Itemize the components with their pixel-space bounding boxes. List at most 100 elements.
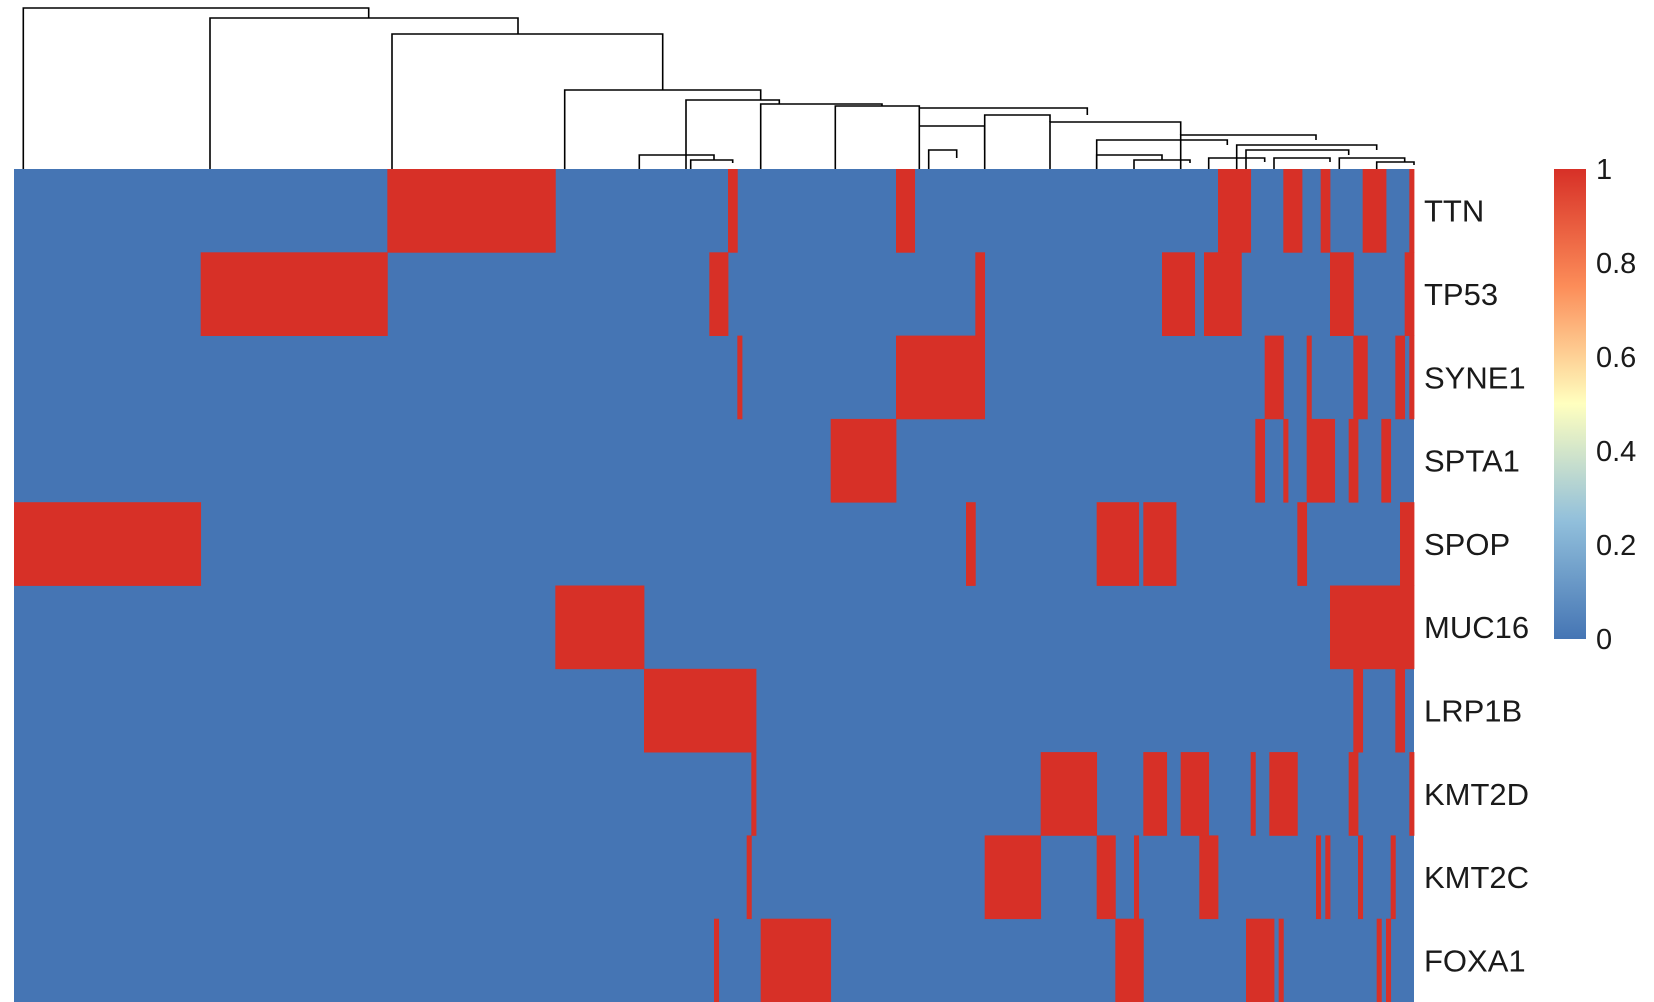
row-label: MUC16 [1424,610,1529,645]
row-label: LRP1B [1424,693,1522,728]
heatmap-cell-mutated [1143,752,1168,836]
row-label: KMT2C [1424,860,1529,895]
heatmap-cell-mutated [1395,668,1406,753]
heatmap-cell-mutated [1409,752,1415,836]
heatmap-cell-mutated [1250,752,1256,836]
heatmap-cell-mutated [1180,752,1210,836]
heatmap-cell-mutated [1218,169,1252,253]
heatmap-cell-mutated [1330,252,1354,336]
heatmap-cell-mutated [1040,752,1098,836]
heatmap-cell-mutated [1353,668,1364,753]
heatmap-cell-mutated [1320,169,1331,253]
heatmap-cell-mutated [709,252,729,336]
heatmap-cell-mutated [14,502,202,586]
dendrogram-link [1235,144,1378,169]
dendrogram-link [391,33,664,169]
dendrogram-link [563,89,762,169]
legend-tick-label: 0.4 [1596,436,1636,468]
heatmap-cell-mutated [1283,418,1289,503]
dendrogram-link [1245,149,1350,169]
heatmap-cell-mutated [1330,585,1415,670]
legend-tick-label: 0.6 [1596,342,1636,374]
row-label: SPTA1 [1424,444,1520,479]
legend-tick-label: 1 [1596,154,1612,186]
heatmap-cell-mutated [1096,502,1140,586]
heatmap-cell-mutated [1381,418,1392,503]
heatmap-cell-mutated [1409,169,1415,253]
dendrogram-link [1375,161,1415,169]
heatmap-cell-mutated [1269,752,1298,836]
dendrogram-link [1338,157,1406,169]
legend-tick-label: 0.2 [1596,530,1636,562]
row-label: SYNE1 [1424,360,1526,395]
heatmap-cell-mutated [714,918,720,1002]
heatmap-cell-mutated [1278,918,1284,1002]
heatmap-cell-mutated [1264,335,1284,420]
dendrogram-link [927,149,958,169]
heatmap-cell-mutated [200,252,388,336]
heatmap-cell-mutated [1348,752,1359,836]
heatmap-cell-mutated [1204,252,1242,336]
row-label: SPOP [1424,527,1510,562]
heatmap-cell-mutated [966,502,976,586]
heatmap-cell-mutated [1255,418,1266,503]
row-label: TTN [1424,194,1484,229]
dendrogram-link [689,159,734,169]
heatmap-cell-mutated [1316,835,1322,920]
heatmap-cell-mutated [1143,502,1177,586]
dendrogram-link [638,154,715,169]
heatmap-cell-mutated [1306,335,1312,420]
row-label: KMT2D [1424,777,1529,812]
column-dendrogram [22,7,1415,169]
heatmap-cell-mutated [1096,835,1116,920]
heatmap-cell-mutated [1325,835,1331,920]
heatmap-cells [14,169,1415,1002]
heatmap-cell-mutated [1400,502,1415,586]
heatmap-cell-mutated [1386,918,1392,1002]
dendrogram-link [1273,157,1331,169]
heatmap-cell-mutated [1395,335,1406,420]
heatmap-cell-mutated [1306,418,1336,503]
heatmap-cell-mutated [1362,169,1387,253]
dendrogram-link [209,17,519,169]
row-labels: TTN TP53 SYNE1 SPTA1 SPOP MUC16 LRP1B KMT2D KMT2… [1424,194,1529,979]
heatmap-cell-mutated [555,585,645,670]
heatmap-cell-mutated [896,169,916,253]
dendrogram-link [1179,134,1317,169]
dendrogram-link [1133,159,1191,169]
heatmap-cell-mutated [387,169,556,253]
heatmap-cell-mutated [1199,835,1219,920]
heatmap-cell-mutated [1246,918,1275,1002]
heatmap-cell-mutated [1115,918,1144,1002]
legend-colorbar [1554,169,1586,639]
dendrogram-link [983,114,1051,169]
dendrogram-link [22,7,370,169]
heatmap-cell-mutated [1404,252,1415,336]
dendrogram-link [1095,154,1163,169]
heatmap-cell-mutated [896,335,986,420]
heatmap-cell-mutated [1390,835,1396,920]
dendrogram-link [759,103,883,169]
legend-tick-label: 0 [1596,624,1612,656]
heatmap-cell-mutated [746,835,752,920]
dendrogram-link [834,105,921,169]
heatmap-cell-mutated [1297,502,1308,586]
heatmap-cell-mutated [1358,835,1364,920]
heatmap-cell-mutated [975,252,986,336]
heatmap-cell-mutated [1348,418,1359,503]
heatmap-cell-mutated [984,835,1042,920]
dendrogram-link [1207,157,1266,169]
heatmap-cell-mutated [830,418,897,503]
dendrogram-link [1049,121,1182,169]
heatmap-cell-mutated [737,335,743,420]
heatmap-cell-mutated [644,668,757,753]
heatmap-cell-mutated [1134,835,1140,920]
row-label: FOXA1 [1424,943,1526,978]
legend-tick-label: 0.8 [1596,248,1636,280]
dendrogram-link [918,107,1089,126]
color-legend: 0 0.2 0.4 0.6 0.8 1 [1554,154,1636,656]
heatmap-cell-mutated [1376,918,1382,1002]
heatmap-cell-mutated [1409,335,1415,420]
heatmap-cell-mutated [728,169,738,253]
